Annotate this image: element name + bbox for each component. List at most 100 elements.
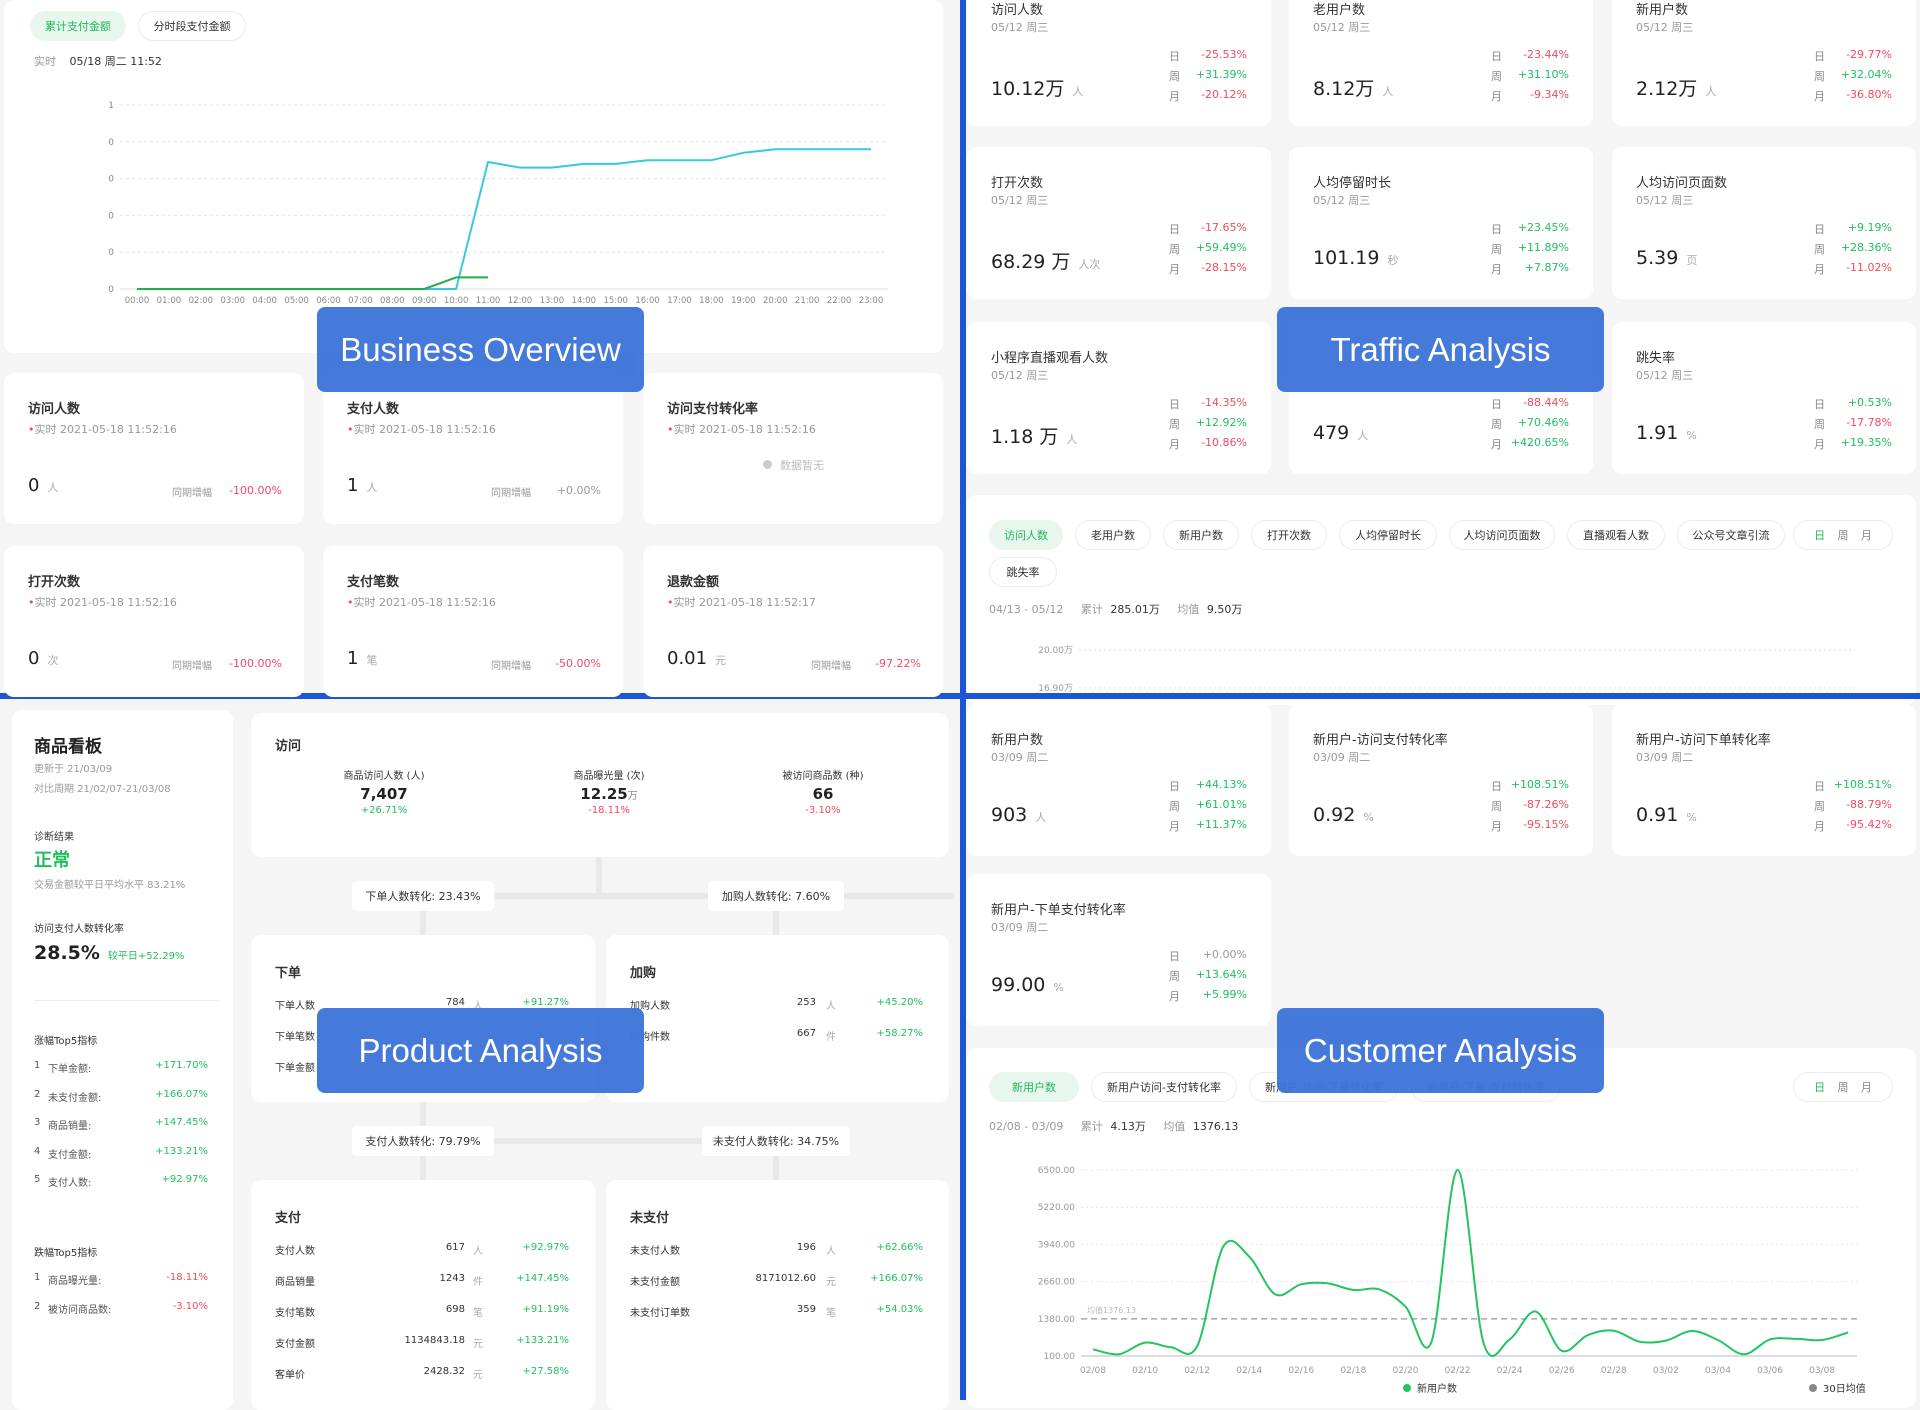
value-text: 101.19 — [1313, 247, 1379, 269]
row-value: 253 — [797, 997, 816, 1008]
kpi-date: 05/12 周三 — [1313, 192, 1370, 208]
board-title: 商品看板 — [34, 732, 102, 757]
x-tick-label: 03/02 — [1653, 1366, 1679, 1376]
compare-pct: +0.00% — [557, 484, 601, 497]
compare-period: 对比周期 21/02/07-21/03/08 — [34, 780, 171, 795]
y-tick-label: 0 — [108, 248, 114, 258]
value-unit: % — [1053, 981, 1063, 994]
legend-marker[interactable] — [1403, 1384, 1411, 1392]
kpi-title: 新用户-下单支付转化率 — [991, 899, 1126, 918]
conversion-compare: 较平日+52.29% — [108, 951, 185, 962]
legend-label[interactable]: 新用户数 — [1417, 1382, 1457, 1395]
row-pct: +54.03% — [876, 1304, 923, 1315]
x-tick-label: 13:00 — [540, 296, 565, 306]
kpi-title: 新用户数 — [991, 729, 1043, 748]
kpi-value: 0.92% — [1313, 804, 1374, 826]
y-tick-label: 20.00万 — [1038, 646, 1073, 656]
metric-timestamp: •实时 2021-05-18 11:52:17 — [667, 594, 816, 610]
metric-timestamp: •实时 2021-05-18 11:52:16 — [28, 421, 177, 437]
kpi-date: 05/12 周三 — [991, 367, 1048, 383]
kpi-date: 05/12 周三 — [1636, 19, 1693, 35]
value-unit: 人 — [1705, 85, 1716, 98]
x-tick-label: 02/28 — [1601, 1366, 1627, 1376]
kpi-date: 05/12 周三 — [1636, 192, 1693, 208]
row-unit: 笔 — [826, 1304, 836, 1319]
metric-label: 商品曝光量 (次) — [519, 767, 699, 782]
value-text: 7,407 — [360, 785, 407, 803]
business-overview-label: Business Overview — [317, 307, 644, 392]
kpi-date: 05/12 周三 — [991, 19, 1048, 35]
period-label: 日 — [1491, 396, 1509, 412]
metric-title: 支付笔数 — [347, 571, 399, 590]
metric-timestamp: •实时 2021-05-18 11:52:16 — [347, 594, 496, 610]
kpi-date: 05/12 周三 — [991, 192, 1048, 208]
kpi-title: 新用户-访问下单转化率 — [1636, 729, 1771, 748]
x-tick-label: 03/04 — [1705, 1366, 1731, 1376]
timestamp-text: 实时 2021-05-18 11:52:16 — [674, 423, 816, 436]
metric-name: 被访问商品数: — [48, 1301, 173, 1316]
period-pct: -25.53% — [1187, 48, 1247, 64]
x-tick-label: 22:00 — [827, 296, 852, 306]
traffic-trend-card: 访问人数老用户数新用户数打开次数人均停留时长人均访问页面数直播观看人数公众号文章… — [967, 495, 1916, 705]
period-pct: -11.02% — [1832, 261, 1892, 277]
rank: 1 — [34, 1272, 48, 1287]
row-pct: +166.07% — [870, 1273, 923, 1284]
empty-state: 数据暂无 — [763, 457, 824, 473]
period-label: 日 — [1491, 221, 1509, 237]
period-comparison: 日-23.44%周+31.10%月-9.34% — [1491, 48, 1569, 104]
customer-trend-card: 新用户数新用户访问-支付转化率新用户-访问-下单转化率新用户-下单-支付转化率日… — [967, 1048, 1916, 1408]
period-pct: +32.04% — [1832, 68, 1892, 84]
period-label: 周 — [1491, 798, 1509, 814]
period-label: 日 — [1814, 48, 1832, 64]
x-tick-label: 23:00 — [859, 296, 884, 306]
kpi-date: 03/09 周二 — [1636, 749, 1693, 765]
row-unit: 笔 — [473, 1304, 483, 1319]
period-comparison: 日-29.77%周+32.04%月-36.80% — [1814, 48, 1892, 104]
period-label: 周 — [1814, 68, 1832, 84]
value-unit: 人 — [1072, 85, 1083, 98]
period-pct: +108.51% — [1509, 778, 1569, 794]
diagnosis-label: 诊断结果 — [34, 828, 74, 843]
period-comparison: 日-25.53%周+31.39%月-20.12% — [1169, 48, 1247, 104]
x-tick-label: 01:00 — [157, 296, 182, 306]
x-tick-label: 15:00 — [603, 296, 628, 306]
compare-pct: -100.00% — [229, 484, 282, 497]
legend-label[interactable]: 30日均值 — [1823, 1382, 1866, 1395]
connector — [420, 893, 954, 899]
row-pct: +147.45% — [516, 1273, 569, 1284]
value-unit: 万 — [628, 791, 638, 802]
period-pct: -95.42% — [1832, 818, 1892, 834]
y-tick-label: 6500.00 — [1038, 1166, 1075, 1176]
metric-timestamp: •实时 2021-05-18 11:52:16 — [28, 594, 177, 610]
row-unit: 元 — [473, 1366, 483, 1381]
row-unit: 件 — [826, 1028, 836, 1043]
row-value: 667 — [797, 1028, 816, 1039]
period-pct: +5.99% — [1187, 988, 1247, 1004]
period-pct: -10.86% — [1187, 436, 1247, 452]
legend-marker[interactable] — [1809, 1384, 1817, 1392]
metric-name: 支付金额: — [48, 1146, 155, 1161]
visit-metric: 商品曝光量 (次)12.25万-18.11% — [519, 767, 699, 816]
period-label: 日 — [1169, 396, 1187, 412]
kpi-date: 03/09 周二 — [991, 749, 1048, 765]
metric-pct: -3.10% — [173, 1301, 208, 1316]
x-tick-label: 16:00 — [635, 296, 660, 306]
value-unit: 人 — [1035, 811, 1046, 824]
value-text: 1 — [347, 648, 358, 669]
row-label: 支付笔数 — [275, 1304, 315, 1319]
value-text: 0 — [28, 475, 39, 496]
value-unit: % — [1363, 811, 1373, 824]
row-value: 1134843.18 — [405, 1335, 465, 1346]
value-unit: 元 — [715, 654, 726, 667]
row-label: 未支付金额 — [630, 1273, 680, 1288]
value-unit: % — [1686, 811, 1696, 824]
period-pct: +0.00% — [1187, 948, 1247, 964]
